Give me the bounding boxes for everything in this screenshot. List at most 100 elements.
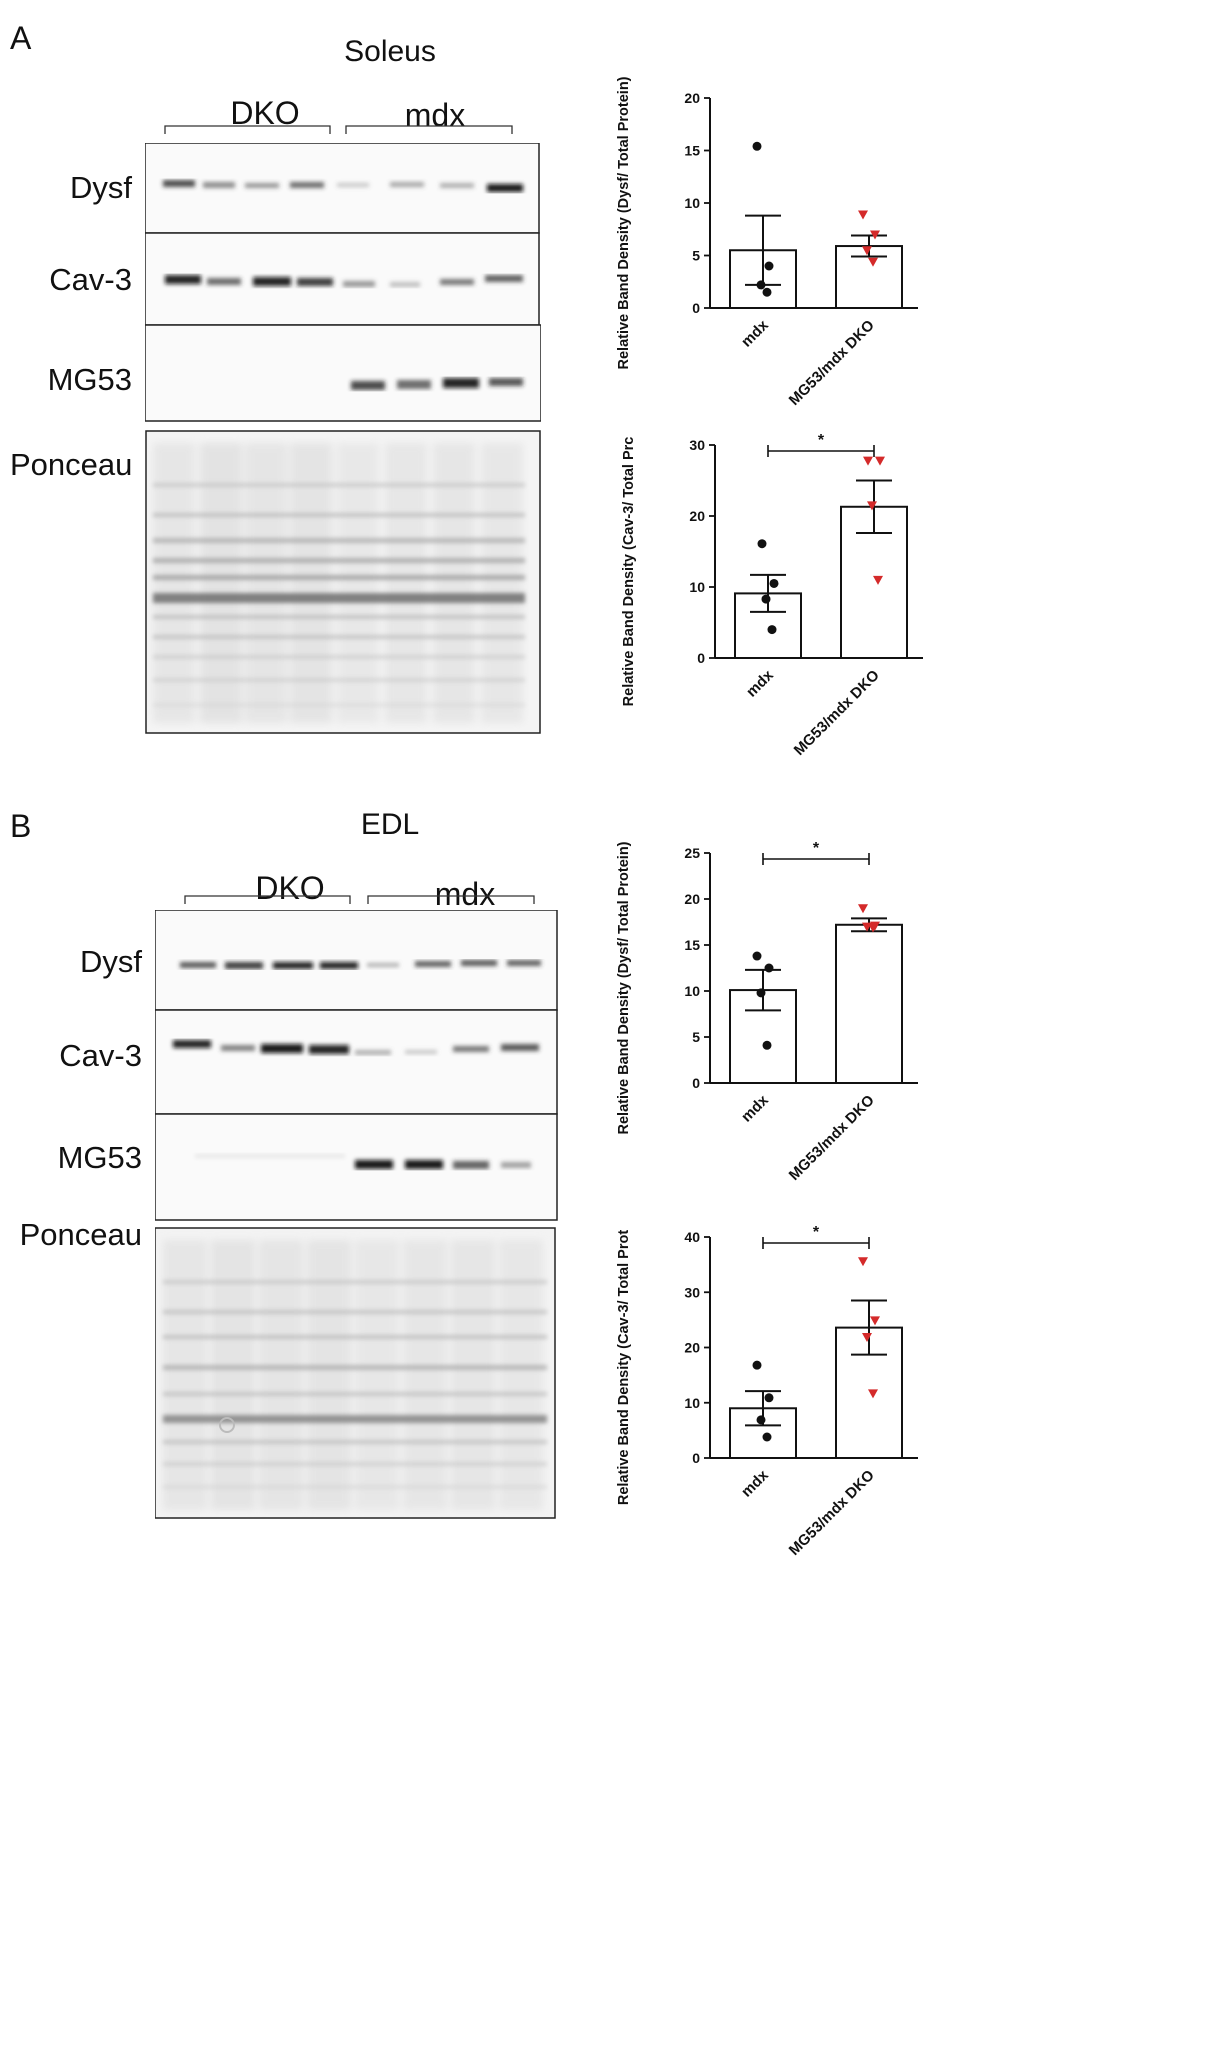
data-point-mdx: [764, 963, 774, 973]
row-label-ponceau-b: Ponceau: [19, 1217, 142, 1252]
y-tick-label: 30: [684, 1284, 700, 1300]
data-point-mdx: [757, 539, 767, 549]
y-axis-label: Relative Band Density (Dysf/ Total Prote…: [616, 841, 632, 1134]
row-label-cav3-b: Cav-3: [59, 1038, 142, 1073]
blot-strip-cav3: [145, 232, 540, 326]
y-axis-label: Relative Band Density (Cav-3/ Total Prot: [616, 1230, 632, 1505]
y-tick-label: 15: [684, 143, 700, 159]
cav3-bands: [165, 275, 523, 287]
chart-a-dysf: 0 5 10 15 20 Relative Band Density (Dysf/ Tot…: [616, 76, 918, 409]
western-blot-b: [155, 910, 558, 1519]
data-point-dko: [858, 904, 868, 914]
y-tick-label: 40: [684, 1229, 700, 1245]
y-tick-label: 0: [697, 650, 705, 666]
row-label-mg53: MG53: [47, 362, 132, 397]
panel-a-letter: A: [10, 20, 32, 56]
data-point-dko: [862, 246, 872, 256]
y-tick-label: 0: [692, 1075, 700, 1091]
group-label-dko-b: DKO: [255, 870, 325, 906]
blot-strip-cav3-b: [155, 1009, 558, 1115]
x-category-label: mdx: [738, 1091, 772, 1125]
data-point-dko: [870, 230, 880, 240]
row-label-cav3: Cav-3: [49, 262, 132, 297]
row-label-dysf: Dysf: [70, 170, 132, 205]
group-label-mdx: mdx: [404, 97, 466, 133]
group-brackets: [164, 125, 513, 134]
y-axis-label: Relative Band Density (Dysf/ Total Prote…: [616, 76, 632, 369]
blot-strip-mg53: [145, 324, 541, 422]
data-point-mdx: [762, 1432, 772, 1442]
group-label-mdx-b: mdx: [434, 876, 496, 912]
bar: [835, 1326, 903, 1459]
y-tick-label: 25: [684, 845, 700, 861]
chart-b-dysf: 0 5 10 15 20 25 Relative Band Density (Dysf/ T…: [616, 840, 918, 1184]
significance-star: *: [813, 840, 820, 857]
row-label-ponceau: Ponceau: [10, 447, 133, 482]
y-tick-label: 10: [689, 579, 705, 595]
y-tick-label: 10: [684, 983, 700, 999]
data-point-mdx: [752, 951, 762, 961]
data-point-dko: [873, 575, 883, 585]
data-point-dko: [858, 210, 868, 220]
data-point-dko: [870, 1316, 880, 1326]
y-tick-label: 20: [684, 1340, 700, 1356]
data-point-dko: [867, 501, 877, 511]
chart-b-cav3: 0 10 20 30 40 Relative Band Density (Cav-3/ T…: [616, 1224, 918, 1559]
x-category-label: mdx: [738, 1466, 772, 1500]
data-point-mdx: [756, 1415, 766, 1425]
x-category-label: mdx: [743, 666, 777, 700]
y-tick-label: 20: [689, 508, 705, 524]
x-category-label: MG53/mdx DKO: [786, 1092, 878, 1184]
y-tick-label: 10: [684, 1395, 700, 1411]
y-tick-label: 5: [692, 1029, 700, 1045]
y-tick-label: 0: [692, 300, 700, 316]
data-point-dko: [868, 923, 878, 933]
row-label-mg53-b: MG53: [57, 1140, 142, 1175]
y-tick-label: 0: [692, 1450, 700, 1466]
data-point-dko: [875, 456, 885, 466]
ponceau-artifact: [219, 1417, 235, 1433]
panel-a-title: Soleus: [344, 35, 436, 68]
panel-b-letter: B: [10, 808, 32, 844]
dysf-bands-b: [180, 960, 541, 969]
data-point-mdx: [769, 578, 779, 588]
data-point-mdx: [756, 280, 766, 290]
y-tick-label: 20: [684, 90, 700, 106]
x-category-label: MG53/mdx DKO: [786, 317, 878, 409]
data-point-mdx: [762, 287, 772, 297]
data-point-mdx: [756, 988, 766, 998]
x-category-label: MG53/mdx DKO: [791, 667, 883, 759]
ponceau-lanes-b: [163, 1240, 547, 1510]
panel-b-title: EDL: [360, 808, 420, 841]
data-point-mdx: [762, 1040, 772, 1050]
x-category-label: MG53/mdx DKO: [786, 1467, 878, 1559]
y-tick-label: 5: [692, 248, 700, 264]
chart-a-cav3: 0 10 20 30 Relative Band Density (Cav-3/ Tot…: [621, 432, 923, 759]
data-point-dko: [863, 456, 873, 466]
y-tick-label: 15: [684, 937, 700, 953]
data-point-mdx: [752, 141, 762, 151]
y-tick-label: 30: [689, 437, 705, 453]
group-label-dko: DKO: [230, 95, 300, 131]
x-category-label: mdx: [738, 316, 772, 350]
data-point-mdx: [767, 625, 777, 635]
cav3-bands-b: [173, 1040, 539, 1055]
significance-star: *: [818, 432, 825, 449]
ponceau-lanes: [153, 443, 525, 723]
data-point-mdx: [764, 261, 774, 271]
group-brackets-b: [184, 895, 535, 904]
bar: [835, 923, 903, 1085]
western-blot-a: [145, 143, 541, 734]
data-point-mdx: [761, 594, 771, 604]
y-tick-label: 20: [684, 891, 700, 907]
mg53-bands: [351, 378, 523, 390]
mg53-bands-b: [195, 1154, 531, 1169]
data-point-mdx: [764, 1393, 774, 1403]
data-point-mdx: [752, 1360, 762, 1370]
data-point-dko: [862, 1333, 872, 1343]
data-point-dko: [868, 257, 878, 267]
significance-star: *: [813, 1224, 820, 1241]
data-point-dko: [858, 1257, 868, 1267]
data-point-dko: [868, 1389, 878, 1399]
